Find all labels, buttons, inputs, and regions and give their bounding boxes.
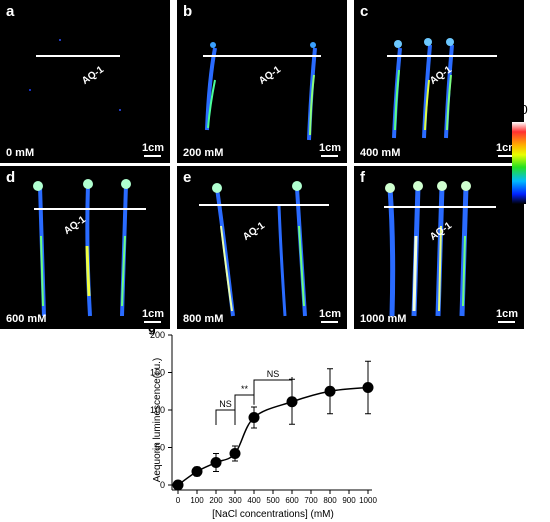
panel-letter: c bbox=[360, 3, 369, 20]
series-line bbox=[177, 386, 369, 486]
x-tick-label: 100 bbox=[190, 496, 204, 505]
x-tick-label: 0 bbox=[176, 496, 181, 505]
concentration-label: 800 mM bbox=[183, 313, 224, 325]
colorbar bbox=[512, 122, 526, 204]
panel-f: f AQ-1 1000 mM 1cm bbox=[354, 166, 524, 329]
significance-bracket bbox=[234, 394, 255, 410]
data-point bbox=[286, 396, 298, 408]
y-tick-label: 200 bbox=[150, 330, 165, 340]
significance-bracket bbox=[253, 377, 293, 395]
panel-letter: a bbox=[6, 3, 15, 20]
x-tick-label: 500 bbox=[266, 496, 280, 505]
panel-c: c AQ-1 400 mM 1cm bbox=[354, 0, 524, 163]
significance-label: NS bbox=[267, 369, 280, 379]
panel-b: b AQ-1 200 mM 1cm bbox=[177, 0, 347, 163]
marker-line bbox=[34, 208, 146, 210]
panel-letter: b bbox=[183, 3, 193, 20]
panel-e: e AQ-1 800 mM 1cm bbox=[177, 166, 347, 329]
concentration-label: 600 mM bbox=[6, 313, 47, 325]
panel-d-image bbox=[33, 179, 131, 317]
concentration-label: 1000 mM bbox=[360, 313, 407, 325]
panel-f-image bbox=[385, 181, 471, 317]
y-tick-label: 50 bbox=[155, 443, 165, 453]
data-point bbox=[172, 479, 184, 491]
marker-line bbox=[199, 204, 329, 206]
panel-letter-g: g bbox=[148, 320, 156, 335]
scale-label: 1cm bbox=[318, 142, 341, 154]
concentration-label: 400 mM bbox=[360, 147, 401, 159]
x-tick-label: 200 bbox=[209, 496, 223, 505]
x-axis-label: [NaCl concentrations] (mM) bbox=[212, 509, 334, 520]
x-tick-label: 300 bbox=[228, 496, 242, 505]
x-tick-label: 600 bbox=[285, 496, 299, 505]
significance-label: NS bbox=[219, 399, 232, 409]
data-point bbox=[248, 412, 260, 423]
marker-line bbox=[36, 55, 120, 57]
significance-label: ** bbox=[241, 384, 249, 394]
scale-label: 1cm bbox=[495, 308, 518, 320]
concentration-label: 200 mM bbox=[183, 147, 224, 159]
colorbar-max-label: 200 bbox=[506, 102, 528, 117]
panel-a-image bbox=[29, 39, 121, 111]
marker-line bbox=[387, 55, 497, 57]
x-tick-label: 900 bbox=[342, 496, 356, 505]
concentration-label: 0 mM bbox=[6, 147, 35, 159]
marker-line bbox=[203, 55, 321, 57]
data-point bbox=[362, 382, 374, 393]
x-tick-label: 700 bbox=[304, 496, 318, 505]
scale-bar: 1cm bbox=[142, 308, 164, 323]
y-axis-label: Aequorin luminescence(r.u.) bbox=[152, 358, 163, 483]
x-tick-label: 800 bbox=[323, 496, 337, 505]
x-tick-label: 1000 bbox=[359, 496, 377, 505]
colorbar-min-label: 0 bbox=[515, 207, 523, 222]
x-tick-label: 400 bbox=[247, 496, 261, 505]
panel-letter: e bbox=[183, 169, 192, 186]
y-tick-label: 0 bbox=[160, 480, 165, 490]
data-point bbox=[191, 466, 203, 477]
scale-bar: 1cm bbox=[142, 142, 164, 157]
panel-letter: d bbox=[6, 169, 16, 186]
data-point bbox=[229, 448, 241, 459]
scale-bar: 1cm bbox=[496, 308, 518, 323]
scale-bar: 1cm bbox=[319, 308, 341, 323]
scale-label: 1cm bbox=[318, 308, 341, 320]
panel-e-image bbox=[212, 181, 307, 317]
scale-bar: 1cm bbox=[319, 142, 341, 157]
data-point bbox=[210, 457, 222, 468]
scale-label: 1cm bbox=[141, 308, 164, 320]
panel-b-image bbox=[205, 42, 317, 141]
panel-d: d AQ-1 600 mM 1cm bbox=[0, 166, 170, 329]
marker-line bbox=[384, 206, 496, 208]
panel-letter: f bbox=[360, 169, 365, 186]
y-tick-label: 150 bbox=[150, 368, 165, 378]
significance-bracket bbox=[215, 409, 236, 425]
luminescence-chart: g 0 50 100 150 200 0 100 200 300 400 500 600 700 800 90… bbox=[148, 320, 377, 520]
data-point bbox=[324, 385, 336, 397]
panel-a: a AQ-1 0 mM 1cm bbox=[0, 0, 170, 163]
scale-label: 1cm bbox=[141, 142, 164, 154]
y-tick-label: 100 bbox=[150, 405, 165, 415]
